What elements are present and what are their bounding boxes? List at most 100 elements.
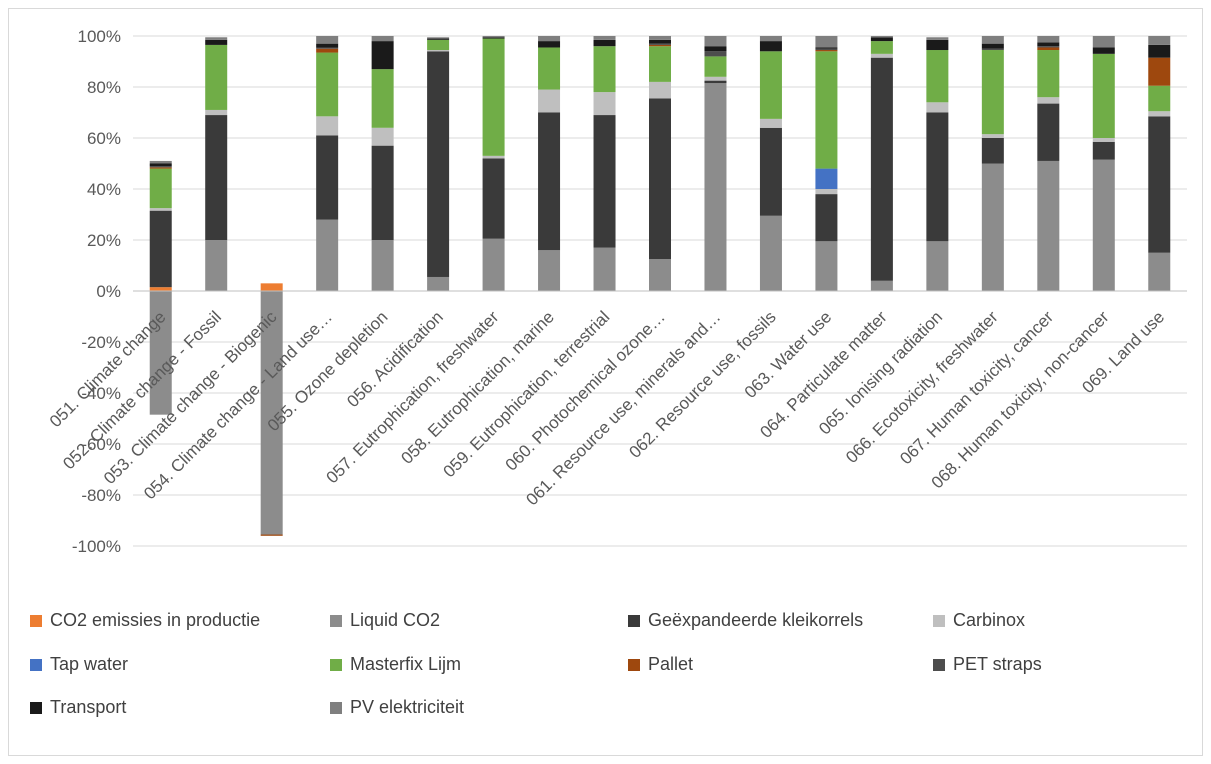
bar-segment — [1037, 97, 1059, 103]
legend-swatch — [30, 702, 42, 714]
bar-segment — [372, 240, 394, 291]
bar-segment — [427, 40, 449, 50]
bar-segment — [704, 36, 726, 46]
legend-swatch — [933, 659, 945, 671]
legend-item: Geëxpandeerde kleikorrels — [628, 610, 863, 631]
bar-segment — [261, 283, 283, 291]
legend-swatch — [30, 659, 42, 671]
legend-swatch — [30, 615, 42, 627]
bar-segment — [316, 49, 338, 53]
bar-segment — [205, 40, 227, 45]
bar-segment — [871, 36, 893, 37]
bar-segment — [815, 189, 837, 194]
bar-segment — [1037, 104, 1059, 161]
bar-segment — [594, 40, 616, 46]
bar-segment — [538, 47, 560, 89]
bar-segment — [483, 158, 505, 238]
legend-label: PET straps — [953, 654, 1042, 675]
bar-segment — [649, 40, 671, 44]
legend-item: Transport — [30, 697, 126, 718]
bar-segment — [815, 169, 837, 189]
bar-segment — [982, 134, 1004, 138]
bar-segment — [815, 241, 837, 291]
legend-item: Masterfix Lijm — [330, 654, 461, 675]
bar-segment — [760, 51, 782, 119]
bar-segment — [704, 51, 726, 56]
bar-segment — [483, 39, 505, 156]
bar-segment — [483, 36, 505, 37]
bar-segment — [538, 250, 560, 291]
bar-segment — [427, 50, 449, 51]
bar-segment — [982, 50, 1004, 134]
bar-segment — [926, 113, 948, 242]
bar-segment — [704, 56, 726, 76]
bar-segment — [982, 44, 1004, 49]
bar-segment — [372, 41, 394, 69]
bar-segment — [871, 37, 893, 41]
legend-item: Liquid CO2 — [330, 610, 440, 631]
bar-segment — [316, 36, 338, 44]
bar-segment — [1093, 47, 1115, 53]
y-tick-label: 60% — [87, 129, 121, 148]
legend-item: CO2 emissies in productie — [30, 610, 260, 631]
bar-segment — [704, 46, 726, 51]
bar-segment — [483, 37, 505, 38]
bar-segment — [538, 41, 560, 47]
legend-item: PET straps — [933, 654, 1042, 675]
bar-segment — [316, 47, 338, 48]
bar-segment — [704, 77, 726, 81]
bar-segment — [815, 47, 837, 48]
bar-segment — [649, 36, 671, 40]
bar-segment — [1148, 253, 1170, 291]
bar-segment — [594, 92, 616, 115]
bar-segment — [1093, 36, 1115, 47]
x-category-label: 056. Acidification — [343, 307, 447, 411]
bar-segment — [704, 83, 726, 291]
bar-segment — [760, 119, 782, 128]
legend-swatch — [330, 702, 342, 714]
legend-swatch — [933, 615, 945, 627]
bar-segment — [1148, 58, 1170, 86]
bar-segment — [538, 90, 560, 113]
legend-item: PV elektriciteit — [330, 697, 464, 718]
bar-segment — [150, 166, 172, 167]
bar-segment — [1148, 86, 1170, 112]
bar-segment — [150, 208, 172, 211]
bar-segment — [594, 115, 616, 248]
bar-segment — [538, 113, 560, 251]
y-tick-label: 40% — [87, 180, 121, 199]
legend-item: Tap water — [30, 654, 128, 675]
legend-item: Carbinox — [933, 610, 1025, 631]
bar-segment — [815, 194, 837, 241]
bar-segment — [1148, 36, 1170, 45]
bar-segment — [982, 36, 1004, 44]
bar-segment — [261, 535, 283, 536]
legend-label: CO2 emissies in productie — [50, 610, 260, 631]
legend-label: Pallet — [648, 654, 693, 675]
bar-segment — [538, 36, 560, 41]
bar-segment — [760, 128, 782, 216]
bar-segment — [150, 169, 172, 209]
bar-segment — [1037, 36, 1059, 42]
y-tick-label: 80% — [87, 78, 121, 97]
legend-swatch — [628, 659, 640, 671]
legend-label: Carbinox — [953, 610, 1025, 631]
bar-segment — [982, 49, 1004, 50]
bar-segment — [815, 50, 837, 51]
bar-segment — [760, 36, 782, 41]
bar-segment — [1148, 45, 1170, 58]
bar-segment — [1037, 47, 1059, 50]
legend-label: Geëxpandeerde kleikorrels — [648, 610, 863, 631]
y-tick-label: -80% — [81, 486, 121, 505]
bar-segment — [649, 44, 671, 45]
bar-segment — [926, 50, 948, 102]
x-category-label: 061. Resource use, minerals and… — [522, 307, 724, 509]
bar-segment — [316, 53, 338, 117]
bar-segment — [871, 281, 893, 291]
bar-segment — [760, 41, 782, 51]
bar-segment — [649, 46, 671, 82]
bar-segment — [205, 240, 227, 291]
bar-segment — [1037, 50, 1059, 97]
bar-segment — [871, 58, 893, 281]
